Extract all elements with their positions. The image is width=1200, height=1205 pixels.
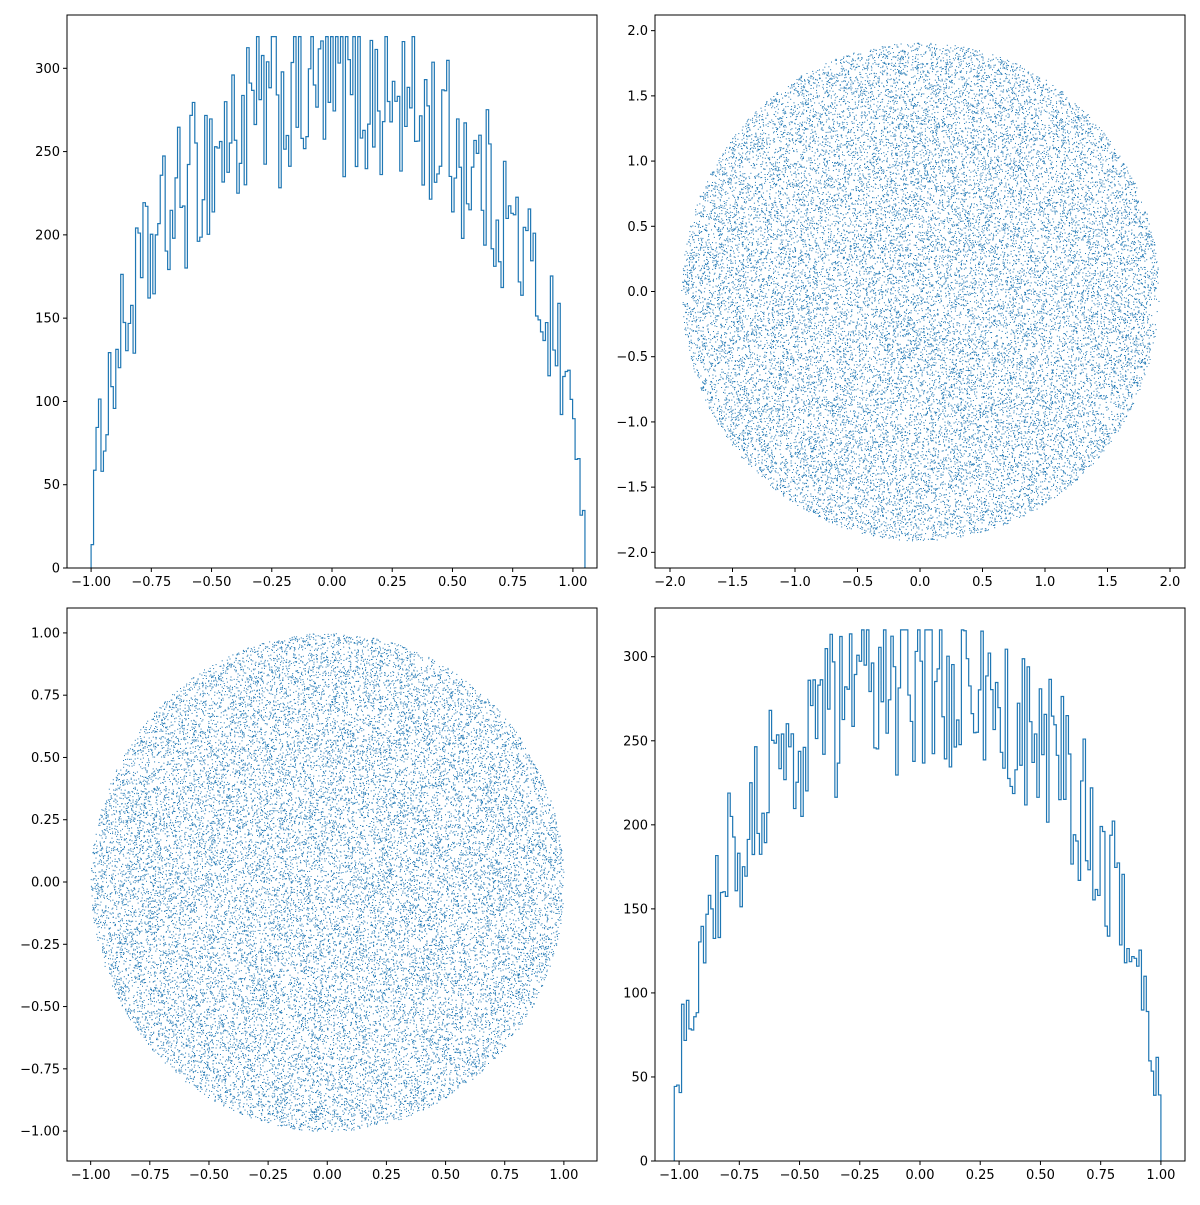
histogram-step-line	[674, 630, 1161, 1161]
y-tick-label: 0.5	[627, 220, 648, 235]
y-tick-label: 1.00	[31, 626, 60, 641]
x-tick-label: −1.00	[71, 575, 111, 590]
x-tick-label: −0.25	[252, 575, 292, 590]
y-tick-label: 1.0	[627, 155, 648, 170]
y-tick-label: 0	[640, 1155, 648, 1170]
y-tick-label: −0.75	[20, 1062, 60, 1077]
x-tick-label: −0.75	[131, 575, 171, 590]
y-tick-label: −0.50	[20, 1000, 60, 1015]
x-tick-label: 0.5	[972, 575, 993, 590]
y-tick-label: 100	[35, 395, 60, 410]
subplot-bottom-left: −1.00 −0.75 −0.50 −0.25 0.00 0.25 0.50 0.75 1.00…	[20, 608, 597, 1183]
subplot-bottom-right: −1.00 −0.75 −0.50 −0.25 0.00 0.25 0.50 0.75 1.00…	[623, 608, 1185, 1183]
y-tick-label: −0.5	[616, 350, 648, 365]
x-tick-label: −2.0	[654, 575, 686, 590]
x-tick-label: −0.50	[780, 1168, 820, 1183]
x-tick-label: −0.75	[130, 1168, 170, 1183]
y-tick-label: 50	[631, 1070, 648, 1085]
plot-area	[681, 43, 1159, 542]
x-tick-label: 1.0	[1035, 575, 1056, 590]
x-tick-label: 0.00	[318, 575, 347, 590]
axes-frame	[67, 608, 597, 1161]
x-tick-label: 1.00	[558, 575, 587, 590]
x-tick-label: 0.75	[1086, 1168, 1115, 1183]
x-tick-label: −1.5	[717, 575, 749, 590]
x-tick-label: 0.50	[431, 1168, 460, 1183]
y-tick-label: −0.25	[20, 938, 60, 953]
y-tick-label: 250	[623, 734, 648, 749]
y-tick-label: 0.00	[31, 876, 60, 891]
y-tick-label: 0	[52, 562, 60, 577]
x-tick-label: −0.50	[192, 575, 232, 590]
y-tick-label: 100	[623, 986, 648, 1001]
x-tick-label: −0.5	[842, 575, 874, 590]
x-tick-label: −0.25	[248, 1168, 288, 1183]
y-tick-label: −1.0	[616, 415, 648, 430]
histogram-step-line	[91, 37, 585, 568]
plot-area	[91, 37, 585, 568]
y-tick-label: 50	[43, 478, 60, 493]
y-tick-label: 200	[623, 818, 648, 833]
x-tick-label: 1.00	[549, 1168, 578, 1183]
y-tick-label: 0.50	[31, 751, 60, 766]
y-tick-label: 1.5	[627, 89, 648, 104]
x-tick-label: −0.75	[719, 1168, 759, 1183]
x-tick-label: −1.0	[779, 575, 811, 590]
x-tick-label: 0.25	[966, 1168, 995, 1183]
x-tick-label: 0.50	[1026, 1168, 1055, 1183]
y-tick-label: 2.0	[627, 24, 648, 39]
x-tick-label: 1.00	[1146, 1168, 1175, 1183]
y-tick-label: −1.00	[20, 1125, 60, 1140]
y-tick-label: 200	[35, 228, 60, 243]
x-tick-label: −1.00	[659, 1168, 699, 1183]
y-tick-label: 250	[35, 145, 60, 160]
y-tick-label: −2.0	[616, 546, 648, 561]
x-tick-label: 0.50	[438, 575, 467, 590]
y-tick-label: 0.25	[31, 813, 60, 828]
subplot-top-left: −1.00 −0.75 −0.50 −0.25 0.00 0.25 0.50 0.75 1.00…	[35, 15, 597, 590]
x-tick-label: 0.00	[906, 1168, 935, 1183]
x-tick-label: −1.00	[71, 1168, 111, 1183]
y-tick-label: 150	[623, 902, 648, 917]
y-tick-label: 300	[35, 62, 60, 77]
scatter-points	[91, 633, 565, 1132]
x-tick-label: 0.25	[378, 575, 407, 590]
x-tick-label: 1.5	[1097, 575, 1118, 590]
subplot-top-right: −2.0 −1.5 −1.0 −0.5 0.0 0.5 1.0 1.5 2.0 −2.0 −1.5 −…	[616, 15, 1185, 590]
axes-frame	[67, 15, 597, 568]
x-tick-label: 0.00	[313, 1168, 342, 1183]
plot-area	[674, 630, 1161, 1161]
y-tick-label: 150	[35, 312, 60, 327]
x-tick-label: −0.25	[840, 1168, 880, 1183]
x-tick-label: −0.50	[189, 1168, 229, 1183]
x-tick-label: 2.0	[1160, 575, 1181, 590]
y-tick-label: −1.5	[616, 481, 648, 496]
x-tick-label: 0.75	[490, 1168, 519, 1183]
scatter-points	[681, 43, 1159, 542]
y-tick-label: 0.0	[627, 285, 648, 300]
y-tick-label: 0.75	[31, 689, 60, 704]
x-tick-label: 0.75	[498, 575, 527, 590]
plot-area	[91, 633, 565, 1132]
x-tick-label: 0.0	[910, 575, 931, 590]
y-tick-label: 300	[623, 650, 648, 665]
x-tick-label: 0.25	[372, 1168, 401, 1183]
